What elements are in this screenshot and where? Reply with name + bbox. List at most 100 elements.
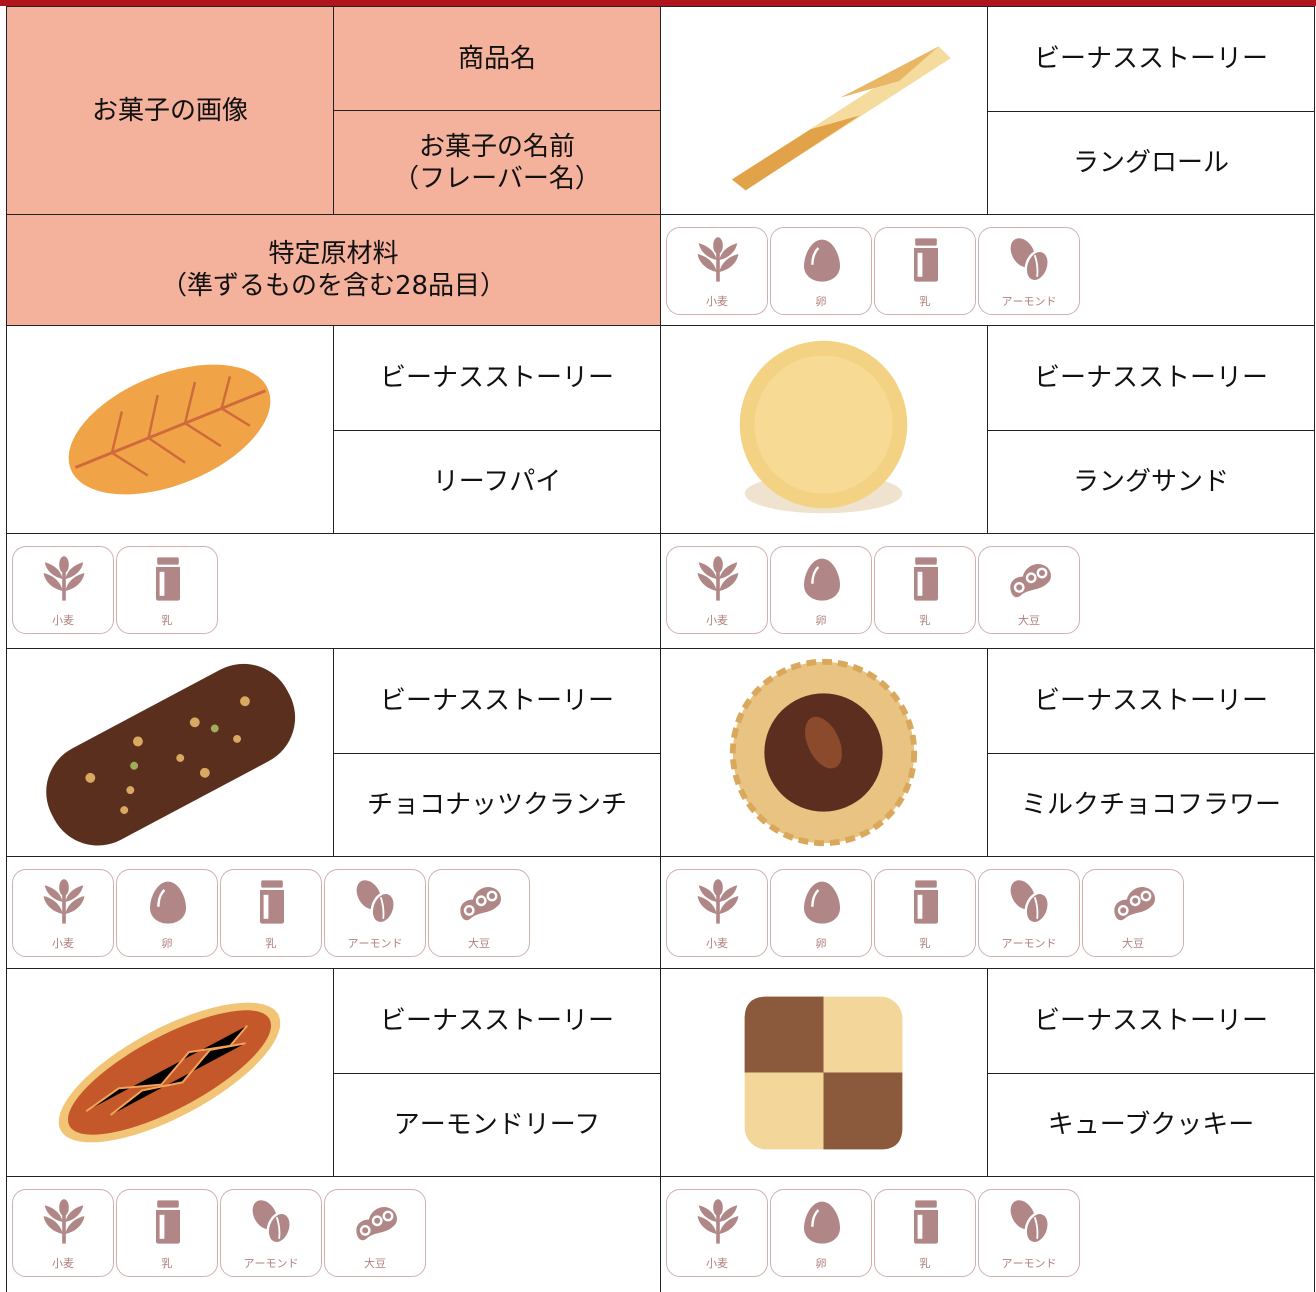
allergen-symbol [1110,878,1158,926]
product-cell: ビーナスストーリー [333,648,661,754]
allergen-glyph [248,1198,295,1246]
header-text: 特定原材料 [268,239,399,269]
allergen-glyph [914,1200,938,1243]
allergen-symbol [40,555,88,603]
allergen-label: 乳 [919,1257,931,1270]
allergen-glyph [1006,878,1053,926]
flavor-cell: ラングサンド [987,430,1315,534]
flavor-cell: チョコナッツクランチ [333,753,661,857]
allergen-label: 卵 [815,295,827,308]
allergen-glyph [44,556,85,600]
allergen-icon: 小麦 [666,1189,768,1277]
image-cell [660,968,988,1177]
allergen-label: 卵 [815,614,827,627]
allergen-symbol [352,1198,400,1246]
allergen-symbol [798,878,846,926]
product-cell: ビーナスストーリー [333,968,661,1074]
allergen-icon: 卵 [770,546,872,634]
product-cell: ビーナスストーリー [987,968,1315,1074]
allergen-icon: 小麦 [666,546,768,634]
allergen-label: アーモンド [243,1257,299,1270]
allergen-icon: 乳 [874,227,976,315]
allergen-label: 乳 [161,1257,173,1270]
allergen-symbol [694,236,742,284]
allergen-glyph [156,557,180,600]
product-name: ビーナスストーリー [1033,1006,1268,1036]
product-name: ビーナスストーリー [379,363,614,393]
header-text: 商品名 [457,43,536,74]
image-cell [660,325,988,534]
allergen-icon: 小麦 [666,869,768,957]
cookie-image [731,46,951,191]
allergen-symbol [694,555,742,603]
allergen-glyph [1006,1198,1053,1246]
allergen-glyph [1114,887,1155,920]
allergen-label: 大豆 [364,1257,386,1270]
allergen-label: 大豆 [1122,937,1144,950]
allergen-glyph [698,237,739,281]
allergen-symbol [1006,236,1054,284]
flavor-cell: ラングロール [987,111,1315,215]
header-image-cell: お菓子の画像 [6,6,334,215]
header-name-cell: お菓子の名前 （フレーバー名） [333,110,661,215]
header-text: （フレーバー名） [393,163,601,194]
allergen-label: アーモンド [1001,937,1057,950]
allergen-symbol [798,236,846,284]
allergen-icon: アーモンド [978,1189,1080,1277]
allergen-glyph [460,887,501,920]
allergen-symbol [144,555,192,603]
cookie-image [744,996,903,1150]
allergen-glyph [804,1202,840,1244]
allergen-glyph [356,1207,397,1240]
allergen-label: 小麦 [706,1257,728,1270]
allergen-label: 大豆 [468,937,490,950]
product-name: ビーナスストーリー [1033,363,1268,393]
product-cell: ビーナスストーリー [987,325,1315,431]
product-name: ビーナスストーリー [1033,44,1268,74]
allergen-label: 小麦 [52,937,74,950]
image-cell [6,648,334,857]
allergen-label: 小麦 [706,295,728,308]
header-text: お菓子の名前 [418,131,575,162]
allergen-glyph [1010,564,1051,597]
allergen-icon: 小麦 [666,227,768,315]
allergen-symbol [902,1198,950,1246]
allergen-symbol [144,1198,192,1246]
allergen-icon: 乳 [874,1189,976,1277]
header-allergen-cell: 特定原材料 （準ずるものを含む28品目） [6,214,661,326]
allergen-icon: 乳 [874,546,976,634]
allergen-symbol [456,878,504,926]
flavor-name: チョコナッツクランチ [366,790,627,820]
allergen-label: アーモンド [347,937,403,950]
allergen-icon: 大豆 [1082,869,1184,957]
product-cell: ビーナスストーリー [987,6,1315,112]
top-bar [0,0,1316,6]
product-name: ビーナスストーリー [1033,686,1268,716]
allergen-label: 小麦 [706,937,728,950]
allergen-icon: 小麦 [12,1189,114,1277]
allergen-glyph [914,557,938,600]
allergen-icon: 大豆 [428,869,530,957]
allergen-label: 乳 [919,937,931,950]
header-text: （準ずるものを含む28品目） [160,271,507,301]
flavor-cell: リーフパイ [333,430,661,534]
header-product-cell: 商品名 [333,6,661,111]
flavor-name: ラングロール [1072,148,1229,178]
product-cell: ビーナスストーリー [333,325,661,431]
allergen-symbol [694,1198,742,1246]
allergen-symbol [902,555,950,603]
product-cell: ビーナスストーリー [987,648,1315,754]
allergen-icon: 乳 [874,869,976,957]
allergen-label: 乳 [919,614,931,627]
cookie-image [58,1002,281,1143]
cookie-image [68,364,271,495]
allergen-symbol [798,555,846,603]
allergen-symbol [902,236,950,284]
allergen-icon: 乳 [220,869,322,957]
flavor-name: アーモンドリーフ [393,1110,601,1140]
allergen-glyph [914,238,938,281]
allergen-symbol [694,878,742,926]
allergen-glyph [698,879,739,923]
allergen-label: 大豆 [1018,614,1040,627]
